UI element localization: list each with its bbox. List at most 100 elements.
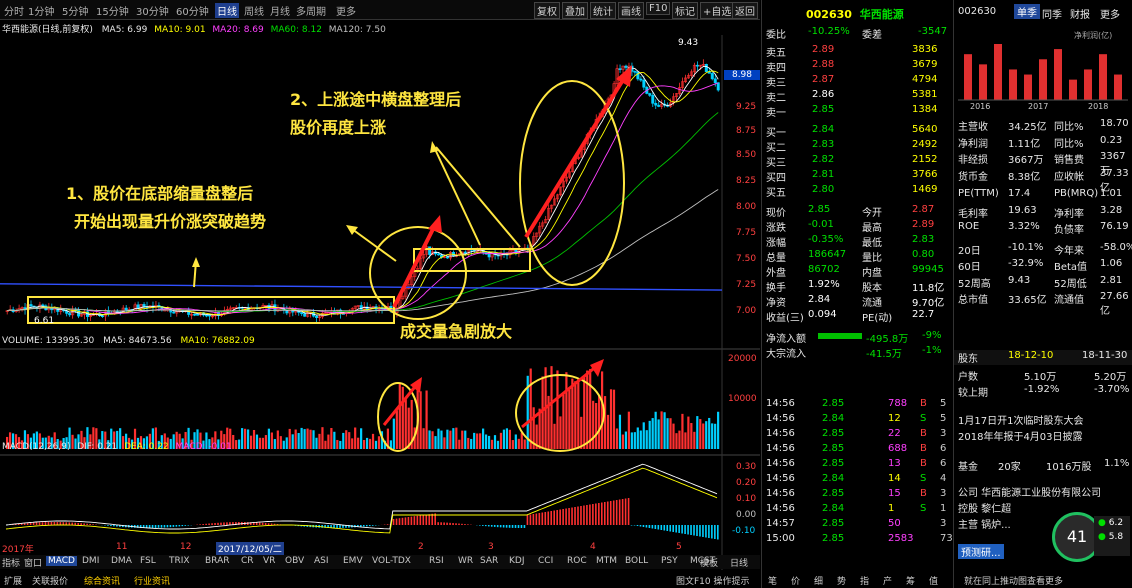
- indicator-tab-2[interactable]: MACD: [46, 556, 77, 566]
- tab-report[interactable]: 财报: [1070, 10, 1090, 21]
- stats-button[interactable]: 统计: [590, 2, 616, 19]
- ma10-label: MA10: 9.01: [154, 25, 206, 35]
- tab-quarter[interactable]: 单季: [1014, 4, 1040, 19]
- indicator-tab-23[interactable]: MCST: [690, 556, 716, 566]
- tick-row: 14:56 2.84 12 S 5: [762, 413, 952, 427]
- indicator-tab-20[interactable]: MTM: [596, 556, 618, 566]
- vol-tick: 20000: [728, 354, 757, 364]
- period-tab-5min[interactable]: 5分钟: [62, 7, 89, 18]
- profit-bar: [1099, 54, 1107, 100]
- indicator-tab-21[interactable]: BOLL: [625, 556, 649, 566]
- period-tab-more[interactable]: 更多: [336, 7, 356, 18]
- volume-bar: [446, 429, 449, 449]
- indicator-tab-4[interactable]: DMA: [111, 556, 132, 566]
- indicator-tab-12[interactable]: EMV: [343, 556, 363, 566]
- tab-more[interactable]: 更多: [1100, 10, 1120, 21]
- period-tab-multi[interactable]: 多周期: [296, 7, 326, 18]
- volume-bar: [654, 411, 657, 449]
- period-tab-1min[interactable]: 1分钟: [28, 7, 55, 18]
- add-favorite-button[interactable]: +自选: [700, 2, 735, 19]
- cell-text: 2.89: [912, 219, 935, 230]
- macd-bar: [705, 525, 707, 538]
- indicator-tab-5[interactable]: FSL: [140, 556, 156, 566]
- candle-body: [701, 64, 705, 66]
- indicator-tab-17[interactable]: KDJ: [509, 556, 525, 566]
- date-cursor-label: 2017/12/05/二: [216, 542, 284, 555]
- indicator-tab-15[interactable]: WR: [458, 556, 474, 566]
- volume-bar: [354, 427, 357, 449]
- ma-line: [7, 70, 719, 316]
- macd-bar: [666, 525, 669, 531]
- period-tab-monthly[interactable]: 月线: [270, 7, 290, 18]
- f10-button[interactable]: F10: [646, 2, 671, 15]
- indicator-tab-0[interactable]: 指标: [2, 559, 21, 569]
- forecast-button[interactable]: 预测研...: [958, 544, 1004, 559]
- tab-same-quarter[interactable]: 同季: [1042, 10, 1062, 21]
- period-tab-daily[interactable]: 日线: [215, 3, 239, 18]
- cell-text: 76.19: [1100, 221, 1129, 232]
- cell-text: 最低: [862, 238, 882, 249]
- indicator-tab-11[interactable]: ASI: [314, 556, 329, 566]
- macd-bar: [142, 525, 145, 528]
- orderbook-footer-tab-4[interactable]: 指: [860, 577, 870, 587]
- indicator-tab-13[interactable]: VOL-TDX: [372, 556, 411, 566]
- main-business: 主营 锅炉...: [958, 520, 1011, 531]
- indicator-tab-10[interactable]: OBV: [285, 556, 305, 566]
- f10-footer[interactable]: 就在同上推动图查看更多: [964, 577, 1064, 587]
- orderbook-footer-tab-2[interactable]: 细: [814, 577, 824, 587]
- macd-bar: [675, 525, 677, 533]
- orderbook-footer-tab-5[interactable]: 产: [883, 577, 893, 587]
- orderbook-footer-tab-7[interactable]: 值: [929, 577, 939, 587]
- mark-button[interactable]: 标记: [672, 2, 698, 19]
- orderbook-footer-tab-6[interactable]: 筹: [906, 577, 916, 587]
- volume-bar: [615, 428, 619, 449]
- candle-body: [410, 276, 414, 286]
- related-quote-tab[interactable]: 关联报价: [32, 577, 69, 587]
- indicator-tab-22[interactable]: PSY: [661, 556, 678, 566]
- f10-hint[interactable]: 图文F10 操作提示: [676, 577, 750, 587]
- back-button[interactable]: 返回: [732, 2, 758, 19]
- cell-text: 卖四: [766, 63, 786, 74]
- period-tab-60min[interactable]: 60分钟: [176, 7, 209, 18]
- expand-tab[interactable]: 扩展: [4, 577, 23, 587]
- indicator-tab-8[interactable]: CR: [241, 556, 254, 566]
- volume-bar: [193, 432, 196, 449]
- indicator-tab-9[interactable]: VR: [263, 556, 276, 566]
- template-tab-1[interactable]: 日线: [730, 559, 749, 569]
- notice-1[interactable]: 1月17日开1次临时股东大会: [958, 416, 1084, 427]
- indicator-tab-14[interactable]: RSI: [429, 556, 444, 566]
- period-tab-fenshi[interactable]: 分时: [4, 7, 24, 18]
- macd-bar: [357, 525, 359, 528]
- volume-bar: [163, 433, 166, 449]
- candle-body: [303, 313, 307, 317]
- notice-2[interactable]: 2018年年报于4月03日披露: [958, 432, 1083, 443]
- cell-text: 5381: [912, 89, 938, 100]
- cell-text: 1: [888, 503, 895, 514]
- industry-news-tab[interactable]: 行业资讯: [134, 577, 171, 587]
- overlay-button[interactable]: 叠加: [562, 2, 588, 19]
- indicator-tab-18[interactable]: CCI: [538, 556, 554, 566]
- orderbook-footer-tab-1[interactable]: 价: [791, 577, 801, 587]
- orderbook-footer-tab-3[interactable]: 势: [837, 577, 847, 587]
- volume-bar: [148, 433, 151, 449]
- period-tab-weekly[interactable]: 周线: [244, 7, 264, 18]
- period-tab-30min[interactable]: 30分钟: [136, 7, 169, 18]
- indicator-tab-6[interactable]: TRIX: [169, 556, 190, 566]
- indicator-tab-16[interactable]: SAR: [480, 556, 499, 566]
- macd-bar: [232, 522, 234, 525]
- indicator-tab-1[interactable]: 窗口: [24, 559, 43, 569]
- fuquan-button[interactable]: 复权: [534, 2, 560, 19]
- macd-bar: [360, 525, 362, 527]
- macd-bar: [446, 522, 448, 525]
- news-tab[interactable]: 综合资讯: [84, 577, 121, 587]
- volume-bar: [318, 433, 321, 449]
- candlestick-chart[interactable]: [0, 20, 760, 585]
- indicator-tab-3[interactable]: DMI: [82, 556, 100, 566]
- draw-button[interactable]: 画线: [618, 2, 644, 19]
- indicator-tab-7[interactable]: BRAR: [205, 556, 230, 566]
- orderbook-footer-tab-0[interactable]: 笔: [768, 577, 778, 587]
- macd-bar: [107, 525, 109, 526]
- indicator-tab-19[interactable]: ROC: [567, 556, 587, 566]
- period-tab-15min[interactable]: 15分钟: [96, 7, 129, 18]
- template-tab-0[interactable]: 模板: [700, 559, 719, 569]
